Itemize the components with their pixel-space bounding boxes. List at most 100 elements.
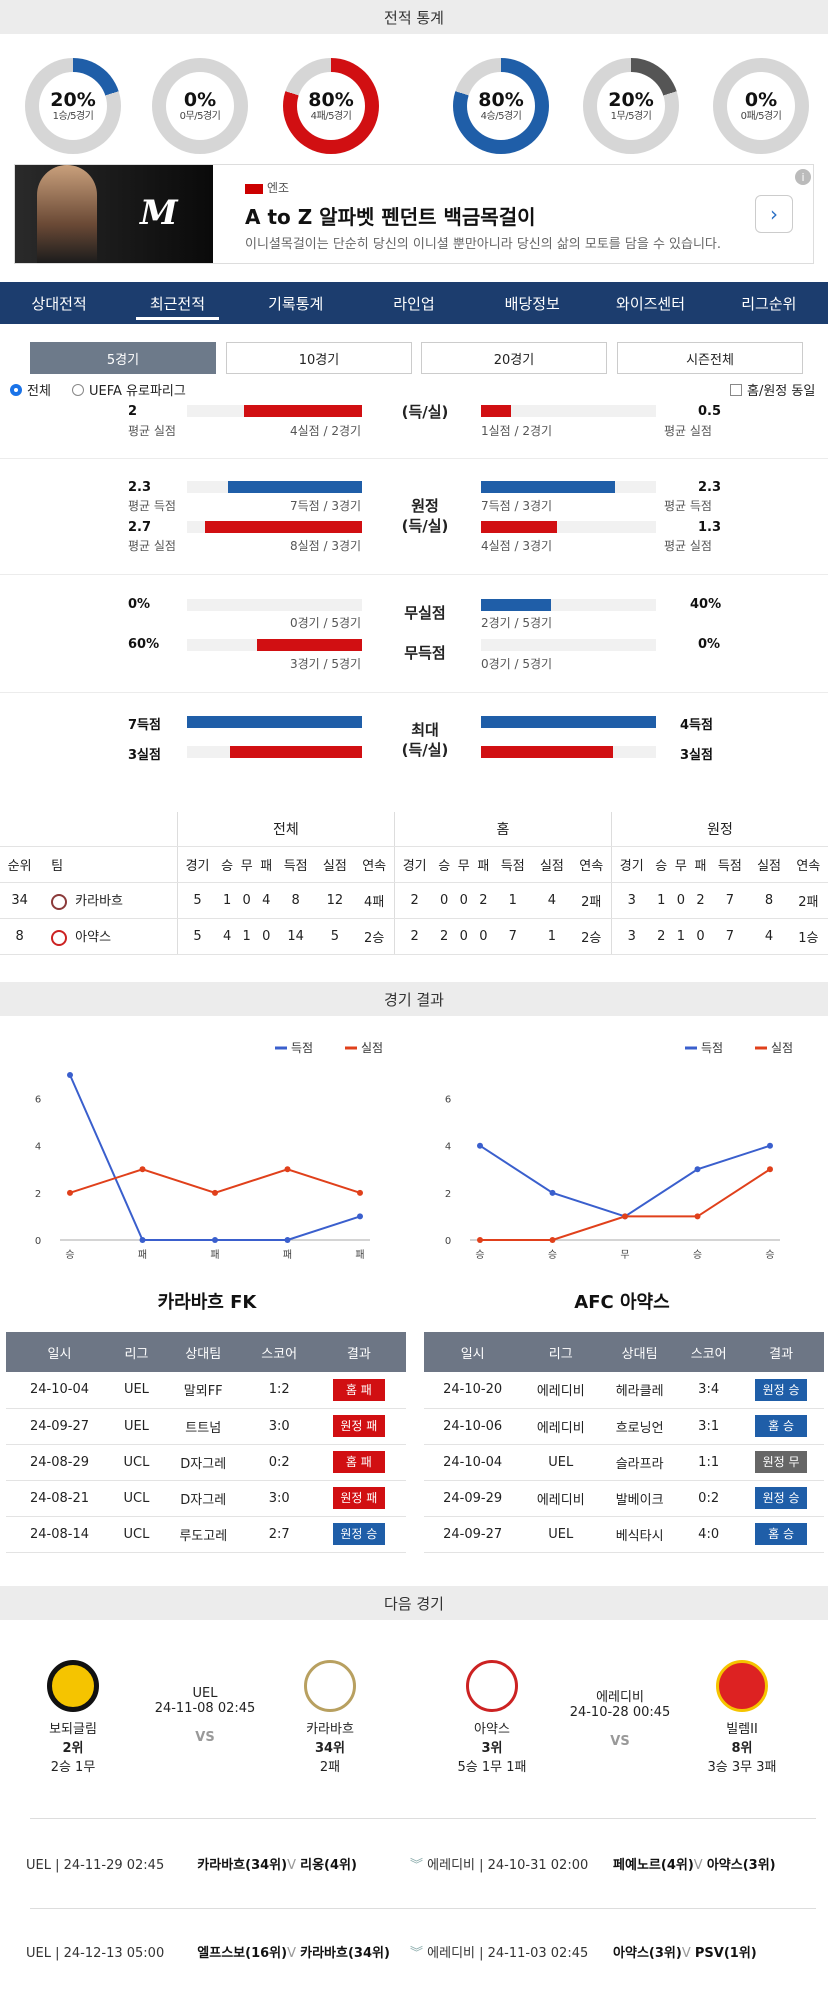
willem-crest-icon[interactable] [716,1660,768,1712]
radio-all-label: 전체 [27,384,51,399]
ad-brand[interactable]: 엔조 [245,179,289,196]
upcoming-meta: UEL | 24-11-29 02:45 [26,1858,165,1873]
next-right-away[interactable]: 빌렘II 8위 3승 3무 3패 [694,1718,790,1775]
upcoming-team: PSV(1위) [694,1946,757,1961]
result-league: UEL [113,1408,160,1445]
series-line-0 [479,1144,771,1218]
th-col: 패 [473,846,494,883]
ad-arrow-button[interactable]: › [755,195,793,233]
subtab-season[interactable]: 시즌전체 [617,342,803,374]
tab-lineup[interactable]: 라인업 [393,294,435,313]
result-opp: 발베이크 [600,1480,680,1517]
clean-left-sub: 0경기 / 5경기 [290,616,362,630]
tab-h2h[interactable]: 상대전적 [31,294,87,313]
upcoming-right-1[interactable]: ︾ 에레디비 | 24-11-03 02:45 아약스(3위)V PSV(1위) [410,1942,757,1961]
th-group-home: 홈 [393,812,612,847]
tab-rank[interactable]: 리그순위 [741,294,797,313]
ad-info-icon[interactable]: i [795,169,811,185]
results-th: 결과 [738,1332,824,1372]
table-row[interactable]: 24-09-27 UEL 베식타시 4:0 홈 승 [424,1516,824,1553]
legend-label: 득점 [291,1041,313,1055]
homeaway-checkbox[interactable]: 홈/원정 동일 [730,380,815,399]
y-tick-label: 4 [445,1142,451,1153]
bar-track [187,599,362,611]
divider [30,1908,816,1909]
away-scored-left-label: 평균 득점 [128,499,176,513]
result-badge: 원정 승 [755,1378,808,1401]
th-col: 승 [434,846,454,883]
result-title: 경기 결과 [384,990,444,1009]
table-row[interactable]: 24-10-20 에레디비 헤라클레 3:4 원정 승 [424,1372,824,1409]
next-left-away[interactable]: 카라바흐 34위 2패 [287,1718,373,1775]
tab-odds[interactable]: 배당정보 [504,294,560,313]
tab-wise[interactable]: 와이즈센터 [616,294,686,313]
stat-cell: 2승 [354,918,395,955]
table-row[interactable]: 24-10-04 UEL 말뫼FF 1:2 홈 패 [6,1372,406,1409]
th-empty [0,812,178,847]
table-row[interactable]: 24-09-29 에레디비 발베이크 0:2 원정 승 [424,1480,824,1517]
tab-recent[interactable]: 최근전적 [118,282,236,324]
next-header: 다음 경기 [0,1586,828,1620]
chart-title-left: 카라바흐 FK [157,1292,257,1313]
x-tick-label: 승 [693,1249,702,1261]
donut-3: 80% 4승/5경기 [453,58,549,154]
team-cell[interactable]: 카라바흐 [39,882,178,919]
radio-all[interactable]: 전체 [10,380,51,399]
team-cell[interactable]: 아약스 [39,918,178,955]
ajax-crest-icon[interactable] [466,1660,518,1712]
data-point [477,1142,483,1149]
stat-cell: 0 [690,918,711,955]
subtab-10[interactable]: 10경기 [226,342,412,374]
subtab-20[interactable]: 20경기 [421,342,607,374]
results-th: 리그 [521,1332,601,1372]
upcoming-team: 리옹(4위) [300,1858,357,1873]
ad-image[interactable]: M [15,165,213,263]
stat-center-label: (득/실) [401,403,449,421]
upcoming-left-1[interactable]: UEL | 24-12-13 05:00 엘프스보(16위)V 카라바흐(34위… [26,1942,390,1961]
upcoming-left-0[interactable]: UEL | 24-11-29 02:45 카라바흐(34위)V 리옹(4위) [26,1854,357,1873]
result-date: 24-10-04 [424,1444,522,1481]
ad-description[interactable]: 이니셜목걸이는 단순히 당신의 이니셜 뿐만아니라 당신의 삶의 모토를 담을 … [245,237,722,252]
next-left-home[interactable]: 보되글림 2위 2승 1무 [30,1718,116,1775]
data-point [477,1237,483,1243]
data-point [67,1072,73,1078]
table-row[interactable]: 24-08-21 UCL D자그레 3:0 원정 패 [6,1480,406,1517]
radio-uel[interactable]: UEFA 유로파리그 [72,380,186,399]
ad-title[interactable]: A to Z 알파벳 펜던트 백금목걸이 [245,205,536,229]
table-row[interactable]: 24-10-06 에레디비 흐로닝언 3:1 홈 승 [424,1408,824,1445]
table-row[interactable]: 24-08-14 UCL 루도고레 2:7 원정 승 [6,1516,406,1553]
donut-pct: 20% [50,89,96,111]
y-tick-label: 6 [35,1095,41,1106]
next-right-home[interactable]: 아약스 3위 5승 1무 1패 [449,1718,535,1775]
table-row[interactable]: 24-08-29 UCL D자그레 0:2 홈 패 [6,1444,406,1481]
result-opp: 헤라클레 [600,1372,680,1409]
home-name: 보되글림 [49,1722,97,1737]
tab-stats[interactable]: 기록통계 [268,294,324,313]
subtab-5[interactable]: 5경기 [30,342,216,374]
stat-cell: 1 [671,918,691,955]
noscore-left-value: 60% [128,637,160,652]
away-scored-right-bar [481,481,615,493]
donut-pct: 80% [478,89,524,111]
rank-cell: 8 [0,918,40,955]
table-row[interactable]: 24-09-27 UEL 트트넘 3:0 원정 패 [6,1408,406,1445]
stat-cell: 2 [651,918,672,955]
away-form: 2패 [319,1760,341,1775]
upcoming-right-0[interactable]: ︾ 에레디비 | 24-10-31 02:00 페예노르(4위)V 아약스(3위… [410,1854,776,1873]
bodo-crest-icon[interactable] [47,1660,99,1712]
legend-label: 실점 [361,1041,383,1055]
karabakh-crest-icon[interactable] [304,1660,356,1712]
stat-left-sub: 4실점 / 2경기 [290,424,362,438]
th-team: 팀 [39,846,178,883]
next-date: 24-10-28 00:45 [569,1705,671,1720]
upcoming-meta: UEL | 24-12-13 05:00 [26,1946,165,1961]
donut-5: 0% 0패/5경기 [713,58,809,154]
result-score: 4:0 [679,1516,739,1553]
ad-banner[interactable]: M 엔조 A to Z 알파벳 펜던트 백금목걸이 이니셜목걸이는 단순히 당신… [14,164,814,264]
away-conceded-left-sub: 8실점 / 3경기 [290,539,362,553]
th-col: 승 [217,846,237,883]
stat-cell: 8 [749,882,789,919]
result-badge: 홈 패 [332,1451,385,1473]
x-tick-label: 패 [138,1249,147,1261]
table-row[interactable]: 24-10-04 UEL 슬라프라 1:1 원정 무 [424,1444,824,1481]
